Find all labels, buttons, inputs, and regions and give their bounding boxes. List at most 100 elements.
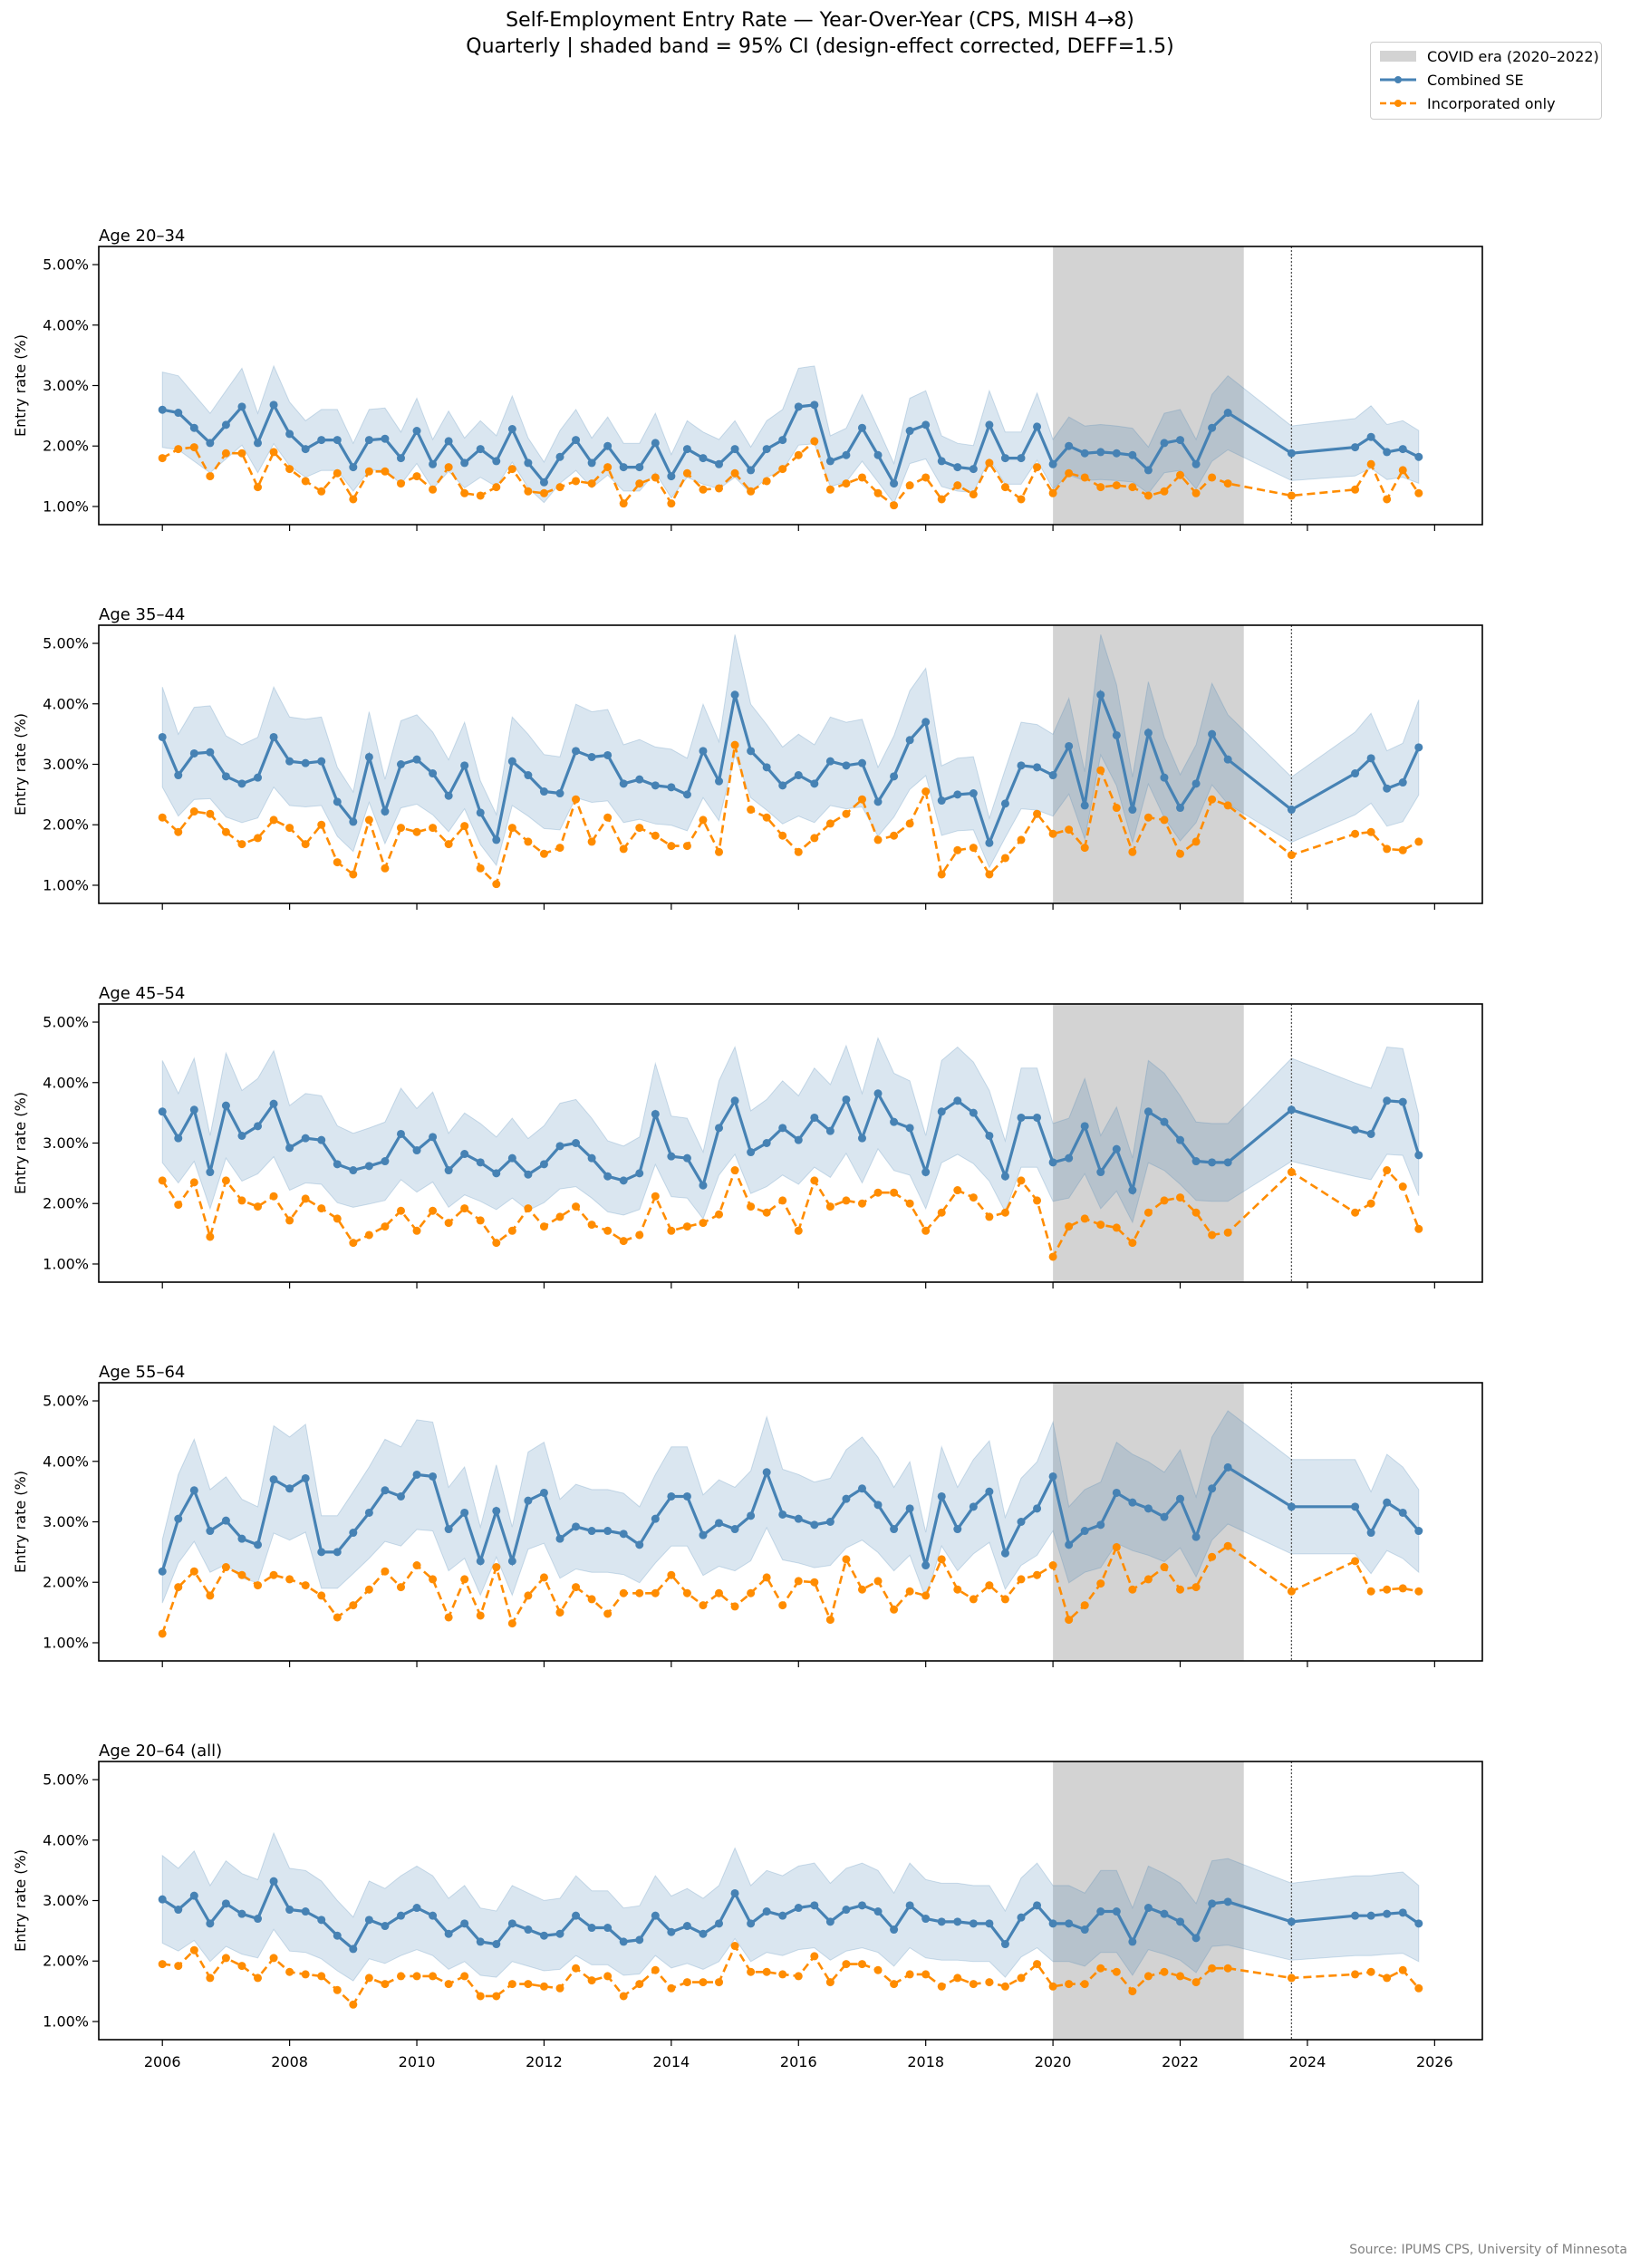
point-combined: [619, 779, 628, 788]
point-combined: [1191, 459, 1201, 468]
point-combined: [364, 1162, 373, 1171]
point-combined: [572, 1522, 581, 1531]
point-combined: [333, 1548, 342, 1557]
point-incorporated: [842, 479, 851, 488]
point-combined: [317, 436, 326, 445]
point-combined: [221, 772, 230, 781]
point-combined: [699, 747, 708, 756]
point-incorporated: [507, 1980, 516, 1989]
chart-title-line2: Quarterly | shaded band = 95% CI (design…: [466, 35, 1174, 58]
point-combined: [905, 1901, 914, 1910]
point-combined: [1191, 779, 1201, 788]
point-incorporated: [587, 479, 596, 488]
point-combined: [285, 757, 294, 766]
point-incorporated: [285, 465, 294, 474]
point-combined: [635, 775, 644, 784]
point-incorporated: [476, 1992, 485, 2001]
point-combined: [794, 1135, 803, 1144]
point-incorporated: [587, 837, 596, 846]
point-incorporated: [635, 479, 644, 488]
point-incorporated: [921, 1970, 931, 1979]
point-combined: [857, 1134, 866, 1143]
point-incorporated: [444, 1613, 453, 1622]
point-combined: [667, 1927, 676, 1936]
point-combined: [762, 1468, 771, 1477]
point-combined: [810, 779, 819, 788]
point-combined: [476, 1557, 485, 1566]
point-combined: [1383, 1096, 1392, 1105]
panel-label: Age 45–54: [99, 984, 185, 1003]
point-combined: [730, 1525, 739, 1534]
point-incorporated: [857, 1960, 866, 1969]
point-combined: [1112, 1488, 1121, 1497]
point-combined: [682, 790, 691, 799]
point-combined: [254, 1122, 263, 1131]
series-line-combined: [161, 1877, 1420, 1952]
y-tick-label: 3.00%: [43, 756, 89, 773]
point-combined: [1398, 778, 1407, 787]
point-combined: [762, 445, 771, 454]
panel-1: 1.00% 2.00% 3.00% 4.00% 5.00% Age 20–34 Entry …: [12, 227, 1483, 531]
point-incorporated: [174, 1962, 183, 1971]
point-combined: [699, 1530, 708, 1539]
point-incorporated: [174, 445, 183, 454]
point-combined: [1143, 729, 1153, 738]
point-incorporated: [842, 1960, 851, 1969]
point-combined: [189, 423, 198, 432]
point-incorporated: [762, 1208, 771, 1217]
point-incorporated: [1383, 1166, 1392, 1175]
point-incorporated: [603, 1609, 613, 1618]
point-incorporated: [873, 1577, 883, 1586]
point-incorporated: [794, 450, 803, 459]
point-incorporated: [412, 1226, 421, 1235]
point-combined: [1080, 1122, 1089, 1131]
point-incorporated: [715, 1978, 724, 1987]
point-incorporated: [333, 1985, 342, 1994]
point-combined: [1065, 1540, 1074, 1549]
point-combined: [412, 427, 421, 436]
point-incorporated: [1208, 1552, 1217, 1561]
point-combined: [301, 1473, 310, 1482]
ci-band: [161, 634, 1420, 869]
point-incorporated: [364, 1585, 373, 1594]
point-combined: [969, 465, 978, 474]
point-incorporated: [429, 824, 438, 833]
point-incorporated: [396, 479, 405, 488]
point-incorporated: [1048, 1252, 1057, 1261]
point-combined: [1191, 1157, 1201, 1166]
point-combined: [285, 1906, 294, 1915]
point-combined: [1000, 1549, 1009, 1558]
point-combined: [237, 779, 246, 788]
y-tick-label: 4.00%: [43, 1831, 89, 1848]
point-incorporated: [1017, 1974, 1026, 1983]
point-combined: [762, 1139, 771, 1147]
point-combined: [937, 457, 946, 466]
point-combined: [507, 1919, 516, 1928]
point-incorporated: [333, 858, 342, 867]
point-combined: [539, 1488, 548, 1497]
point-incorporated: [619, 844, 628, 854]
point-combined: [1176, 436, 1185, 445]
point-incorporated: [651, 831, 660, 840]
point-incorporated: [921, 1591, 931, 1600]
point-incorporated: [873, 1188, 883, 1197]
point-incorporated: [1176, 849, 1185, 858]
point-combined: [1096, 1907, 1105, 1916]
legend-swatch-combined: [1380, 76, 1416, 83]
point-incorporated: [539, 1982, 548, 1991]
point-incorporated: [873, 1965, 883, 1974]
point-incorporated: [905, 481, 914, 490]
point-incorporated: [1065, 1222, 1074, 1231]
point-incorporated: [1366, 1587, 1375, 1596]
y-axis-label: Entry rate (%): [12, 334, 29, 437]
point-incorporated: [762, 1967, 771, 1976]
point-incorporated: [1383, 1585, 1392, 1594]
point-incorporated: [1128, 1239, 1137, 1248]
y-tick-label: 4.00%: [43, 1074, 89, 1091]
point-combined: [444, 437, 453, 446]
point-incorporated: [619, 1992, 628, 2001]
point-incorporated: [937, 1208, 946, 1217]
point-combined: [301, 1907, 310, 1916]
point-combined: [364, 436, 373, 445]
point-combined: [778, 1911, 787, 1920]
